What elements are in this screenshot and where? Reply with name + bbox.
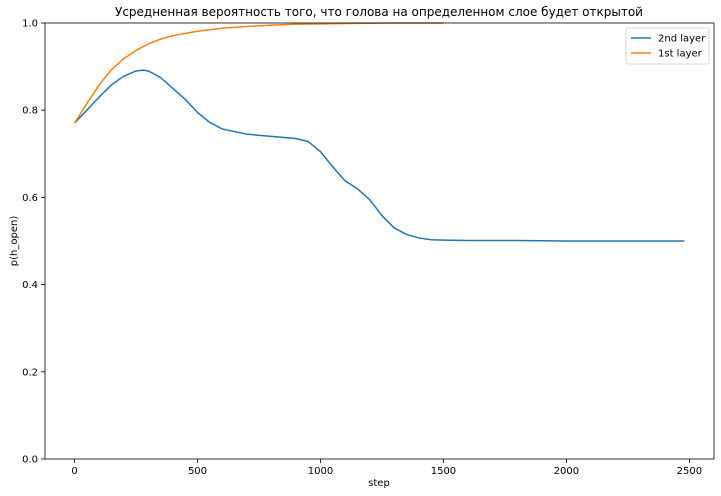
legend-box xyxy=(625,27,710,65)
legend: 2nd layer 1st layer xyxy=(625,27,710,65)
chart-title: Усредненная вероятность того, что голова… xyxy=(115,5,643,19)
legend-label-1: 2nd layer xyxy=(658,34,706,45)
y-tick-label: 0.6 xyxy=(22,193,38,204)
series-line-1 xyxy=(73,69,685,242)
x-tick-label: 0 xyxy=(71,466,77,477)
x-tick-label: 2500 xyxy=(677,466,702,477)
x-axis-title: step xyxy=(368,478,390,489)
x-tick-label: 500 xyxy=(188,466,207,477)
y-tick-label: 0.4 xyxy=(22,280,38,291)
y-tick-label: 1.0 xyxy=(22,19,38,30)
x-tick-label: 2000 xyxy=(554,466,579,477)
y-axis-title: p(h_open) xyxy=(9,216,20,267)
plot-area: 0 500 1000 1500 2000 2500 0.0 0.2 0.4 0.6 0.8 1.0 xyxy=(22,19,715,477)
y-tick-label: 0.8 xyxy=(22,106,38,117)
x-tick-label: 1000 xyxy=(308,466,333,477)
x-tick-label: 1500 xyxy=(431,466,456,477)
legend-label-2: 1st layer xyxy=(658,49,703,60)
plot-frame xyxy=(44,22,715,460)
y-tick-label: 0.0 xyxy=(22,455,38,466)
y-tick-label: 0.2 xyxy=(22,367,38,378)
